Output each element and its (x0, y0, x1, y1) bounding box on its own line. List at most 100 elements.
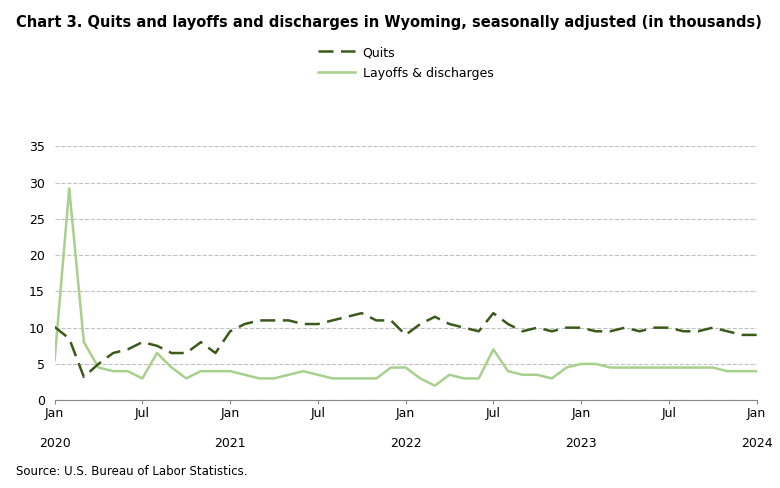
Layoffs & discharges (708, 365, 718, 370)
Quits (372, 318, 381, 324)
Layoffs & discharges (635, 365, 644, 370)
Text: 2022: 2022 (390, 437, 421, 450)
Quits (50, 324, 59, 330)
Layoffs & discharges (722, 368, 732, 374)
Quits (342, 314, 352, 320)
Layoffs & discharges (693, 365, 703, 370)
Quits (94, 361, 103, 367)
Layoffs & discharges (679, 365, 688, 370)
Quits (488, 310, 498, 316)
Layoffs & discharges (357, 375, 367, 381)
Layoffs & discharges (94, 365, 103, 370)
Quits (665, 325, 674, 330)
Layoffs & discharges (299, 368, 308, 374)
Quits (314, 321, 323, 327)
Quits (431, 314, 440, 320)
Quits (445, 321, 454, 327)
Quits (503, 321, 512, 327)
Quits (138, 339, 147, 345)
Layoffs & discharges (138, 375, 147, 381)
Layoffs & discharges (108, 368, 118, 374)
Quits (240, 321, 250, 327)
Layoffs & discharges (591, 361, 601, 367)
Quits (459, 325, 469, 330)
Layoffs & discharges (605, 365, 615, 370)
Layoffs & discharges (225, 368, 235, 374)
Layoffs & discharges (416, 375, 425, 381)
Quits (108, 350, 118, 356)
Layoffs & discharges (386, 365, 395, 370)
Quits (65, 336, 74, 342)
Quits (80, 374, 89, 380)
Quits (167, 350, 176, 356)
Layoffs & discharges (474, 375, 484, 381)
Quits (576, 325, 586, 330)
Text: Source: U.S. Bureau of Labor Statistics.: Source: U.S. Bureau of Labor Statistics. (16, 465, 247, 478)
Quits (211, 350, 220, 356)
Quits (416, 321, 425, 327)
Quits (737, 332, 746, 338)
Quits (197, 339, 206, 345)
Layoffs & discharges (182, 375, 191, 381)
Quits (591, 328, 601, 334)
Quits (722, 328, 732, 334)
Text: 2021: 2021 (215, 437, 246, 450)
Quits (650, 325, 659, 330)
Quits (328, 318, 337, 324)
Layoffs & discharges (752, 368, 761, 374)
Quits (254, 318, 264, 324)
Quits (635, 328, 644, 334)
Quits (548, 328, 557, 334)
Quits (386, 318, 395, 324)
Layoffs & discharges (123, 368, 133, 374)
Layoffs & discharges (80, 339, 89, 345)
Layoffs & discharges (197, 368, 206, 374)
Layoffs & discharges (342, 375, 352, 381)
Legend: Quits, Layoffs & discharges: Quits, Layoffs & discharges (317, 46, 494, 80)
Layoffs & discharges (372, 375, 381, 381)
Line: Layoffs & discharges: Layoffs & discharges (55, 188, 757, 386)
Quits (533, 325, 542, 330)
Layoffs & discharges (167, 365, 176, 370)
Quits (284, 318, 293, 324)
Layoffs & discharges (650, 365, 659, 370)
Layoffs & discharges (518, 372, 527, 378)
Quits (299, 321, 308, 327)
Layoffs & discharges (576, 361, 586, 367)
Quits (225, 328, 235, 334)
Layoffs & discharges (445, 372, 454, 378)
Layoffs & discharges (562, 365, 571, 370)
Quits (679, 328, 688, 334)
Quits (401, 332, 410, 338)
Layoffs & discharges (533, 372, 542, 378)
Quits (357, 310, 367, 316)
Layoffs & discharges (152, 350, 161, 356)
Layoffs & discharges (65, 185, 74, 191)
Layoffs & discharges (314, 372, 323, 378)
Layoffs & discharges (431, 383, 440, 388)
Quits (474, 328, 484, 334)
Quits (123, 346, 133, 352)
Layoffs & discharges (401, 365, 410, 370)
Layoffs & discharges (620, 365, 629, 370)
Layoffs & discharges (737, 368, 746, 374)
Layoffs & discharges (488, 346, 498, 352)
Layoffs & discharges (240, 372, 250, 378)
Layoffs & discharges (665, 365, 674, 370)
Layoffs & discharges (269, 375, 278, 381)
Quits (693, 328, 703, 334)
Text: 2023: 2023 (566, 437, 597, 450)
Layoffs & discharges (328, 375, 337, 381)
Quits (269, 318, 278, 324)
Quits (620, 325, 629, 330)
Layoffs & discharges (211, 368, 220, 374)
Layoffs & discharges (548, 375, 557, 381)
Layoffs & discharges (50, 357, 59, 363)
Text: 2024: 2024 (741, 437, 772, 450)
Layoffs & discharges (503, 368, 512, 374)
Text: Chart 3. Quits and layoffs and discharges in Wyoming, seasonally adjusted (in th: Chart 3. Quits and layoffs and discharge… (16, 15, 761, 30)
Text: 2020: 2020 (39, 437, 70, 450)
Quits (752, 332, 761, 338)
Quits (182, 350, 191, 356)
Quits (518, 328, 527, 334)
